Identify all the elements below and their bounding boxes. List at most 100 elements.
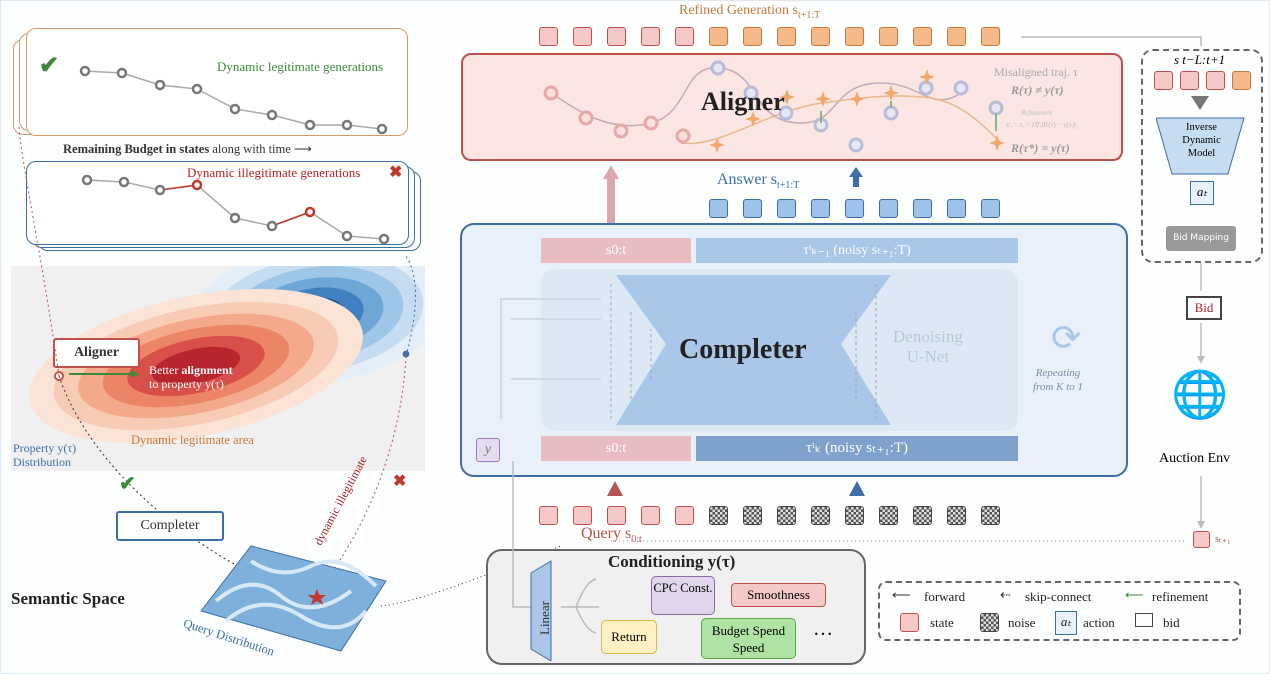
from-k-text: from K to 1	[1033, 381, 1084, 393]
check-icon: ✔	[39, 53, 60, 79]
answer-state	[709, 199, 728, 218]
legend: ⟵ forward ⇠ skip-connect ⟵ refinement st…	[878, 581, 1241, 641]
refined-generation-label: Refined Generation st+1:T	[679, 3, 820, 21]
refined-state	[709, 27, 728, 46]
refined-state	[947, 27, 966, 46]
query-token	[539, 506, 558, 525]
legend-action: action	[1083, 615, 1115, 630]
refined-state	[879, 27, 898, 46]
idm-3: Model	[1187, 148, 1216, 159]
query-token	[845, 506, 864, 525]
window-state-next	[1232, 71, 1251, 90]
better-text: Better	[149, 363, 182, 377]
query-token	[709, 506, 728, 525]
arrow-down-gray	[1191, 96, 1209, 110]
refined-label: Refined Generation s	[679, 3, 798, 18]
distribution-label: Distribution	[13, 455, 72, 469]
refined-state	[913, 27, 932, 46]
answer-state	[777, 199, 796, 218]
window-label: s t−L:t+1	[1174, 52, 1226, 67]
tau-k-minus-1-bar: τᵗₖ₋₁ (noisy sₜ₊₁:T)	[696, 238, 1018, 263]
property-dist-label: Property y(τ) Distribution	[13, 441, 76, 469]
illegit-card: Dynamic illegitimate generations ✖	[26, 161, 409, 245]
skip-connect-arrow-icon: ⇠	[1000, 587, 1011, 602]
alignment-bold: alignment	[181, 363, 233, 377]
query-token	[981, 506, 1000, 525]
bid-box: Bid	[1186, 296, 1222, 320]
state-swatch	[900, 613, 919, 632]
forward-arrow-icon: ⟵	[892, 587, 911, 602]
arrow-up-pink	[607, 177, 615, 223]
refined-state	[743, 27, 762, 46]
contour-plot	[29, 266, 425, 444]
answer-state	[879, 199, 898, 218]
linear-label: Linear	[537, 601, 552, 635]
aligner-trajectories	[543, 60, 1005, 153]
window-state	[1206, 71, 1225, 90]
completer-tag: Completer	[116, 511, 224, 541]
check-icon: ✔	[119, 473, 136, 495]
auction-env-icon: 🌐	[1171, 369, 1229, 420]
auction-env-label: Auction Env	[1159, 451, 1231, 466]
misaligned-eq: R(τ) ≠ y(τ)	[1011, 83, 1064, 97]
aligner-title: Aligner	[701, 87, 785, 116]
semantic-space-label: Semantic Space	[11, 589, 125, 608]
repeat-icon: ⟳	[1051, 318, 1082, 358]
budget-label: Remaining Budget in states along with ti…	[63, 141, 312, 157]
answer-state	[947, 199, 966, 218]
tau-k-bar: τᵗₖ (noisy sₜ₊₁:T)	[696, 436, 1018, 461]
better-alignment-text: Better alignment to property y(τ)	[149, 363, 233, 391]
bid-icon	[1135, 613, 1153, 627]
action-box: aₜ	[1190, 181, 1214, 205]
query-token	[641, 506, 660, 525]
legit-label: Dynamic legitimate generations	[217, 59, 384, 74]
legit-trajectory	[79, 65, 388, 135]
refinement-label: Refinement	[1021, 109, 1053, 117]
idm-1: Inverse	[1186, 122, 1217, 133]
idm-shape	[1156, 117, 1245, 175]
aligner-box	[461, 53, 1123, 161]
query-token	[777, 506, 796, 525]
answer-sub: t+1:T	[777, 180, 800, 192]
illegit-label: Dynamic illegitimate generations	[187, 165, 361, 180]
query-token	[573, 506, 592, 525]
answer-state	[981, 199, 1000, 218]
legit-area-label: Dynamic legitimate area	[131, 433, 254, 447]
cross-icon: ✖	[389, 164, 403, 181]
action-swatch: aₜ	[1055, 611, 1077, 635]
legend-bid: bid	[1163, 615, 1180, 630]
unet-shape	[500, 275, 891, 425]
legend-forward: forward	[924, 589, 966, 604]
idm-label: Inverse Dynamic Model	[1179, 121, 1224, 160]
window-state	[1154, 71, 1173, 90]
arrow-up-red	[607, 481, 623, 496]
window-state	[1180, 71, 1199, 90]
query-token	[913, 506, 932, 525]
query-token	[947, 506, 966, 525]
refinement-arrow-icon: ⟵	[1125, 587, 1144, 602]
query-sub: 0:t	[631, 534, 642, 546]
query-text: Query s	[581, 525, 632, 542]
idm-2: Dynamic	[1182, 135, 1221, 146]
unet-text: U-Net	[906, 347, 950, 366]
legend-skip-connect: skip-connect	[1025, 589, 1092, 604]
legit-card: ✔ Dynamic legitimate generations	[26, 28, 408, 136]
arrow-up-blue-head	[849, 167, 863, 177]
query-surface	[200, 545, 387, 652]
answer-state	[913, 199, 932, 218]
refined-sub: t+1:T	[797, 9, 821, 21]
arrow-up-blue2	[849, 481, 865, 496]
query-token	[811, 506, 830, 525]
next-state	[1193, 531, 1210, 548]
budget-label-bold: Remaining Budget in states	[63, 142, 210, 156]
refinement-eq: x'ᵢ = xᵢ − λ∇ₓ‖R(τ) − y(τ)‖₂	[1006, 121, 1079, 129]
completer-title: Completer	[679, 334, 807, 365]
query-token	[607, 506, 626, 525]
answer-state	[743, 199, 762, 218]
answer-state	[845, 199, 864, 218]
cpc-const-tag: CPC Const.	[651, 576, 715, 615]
y-condition-box: y	[476, 438, 500, 462]
query-star-icon	[308, 589, 326, 605]
